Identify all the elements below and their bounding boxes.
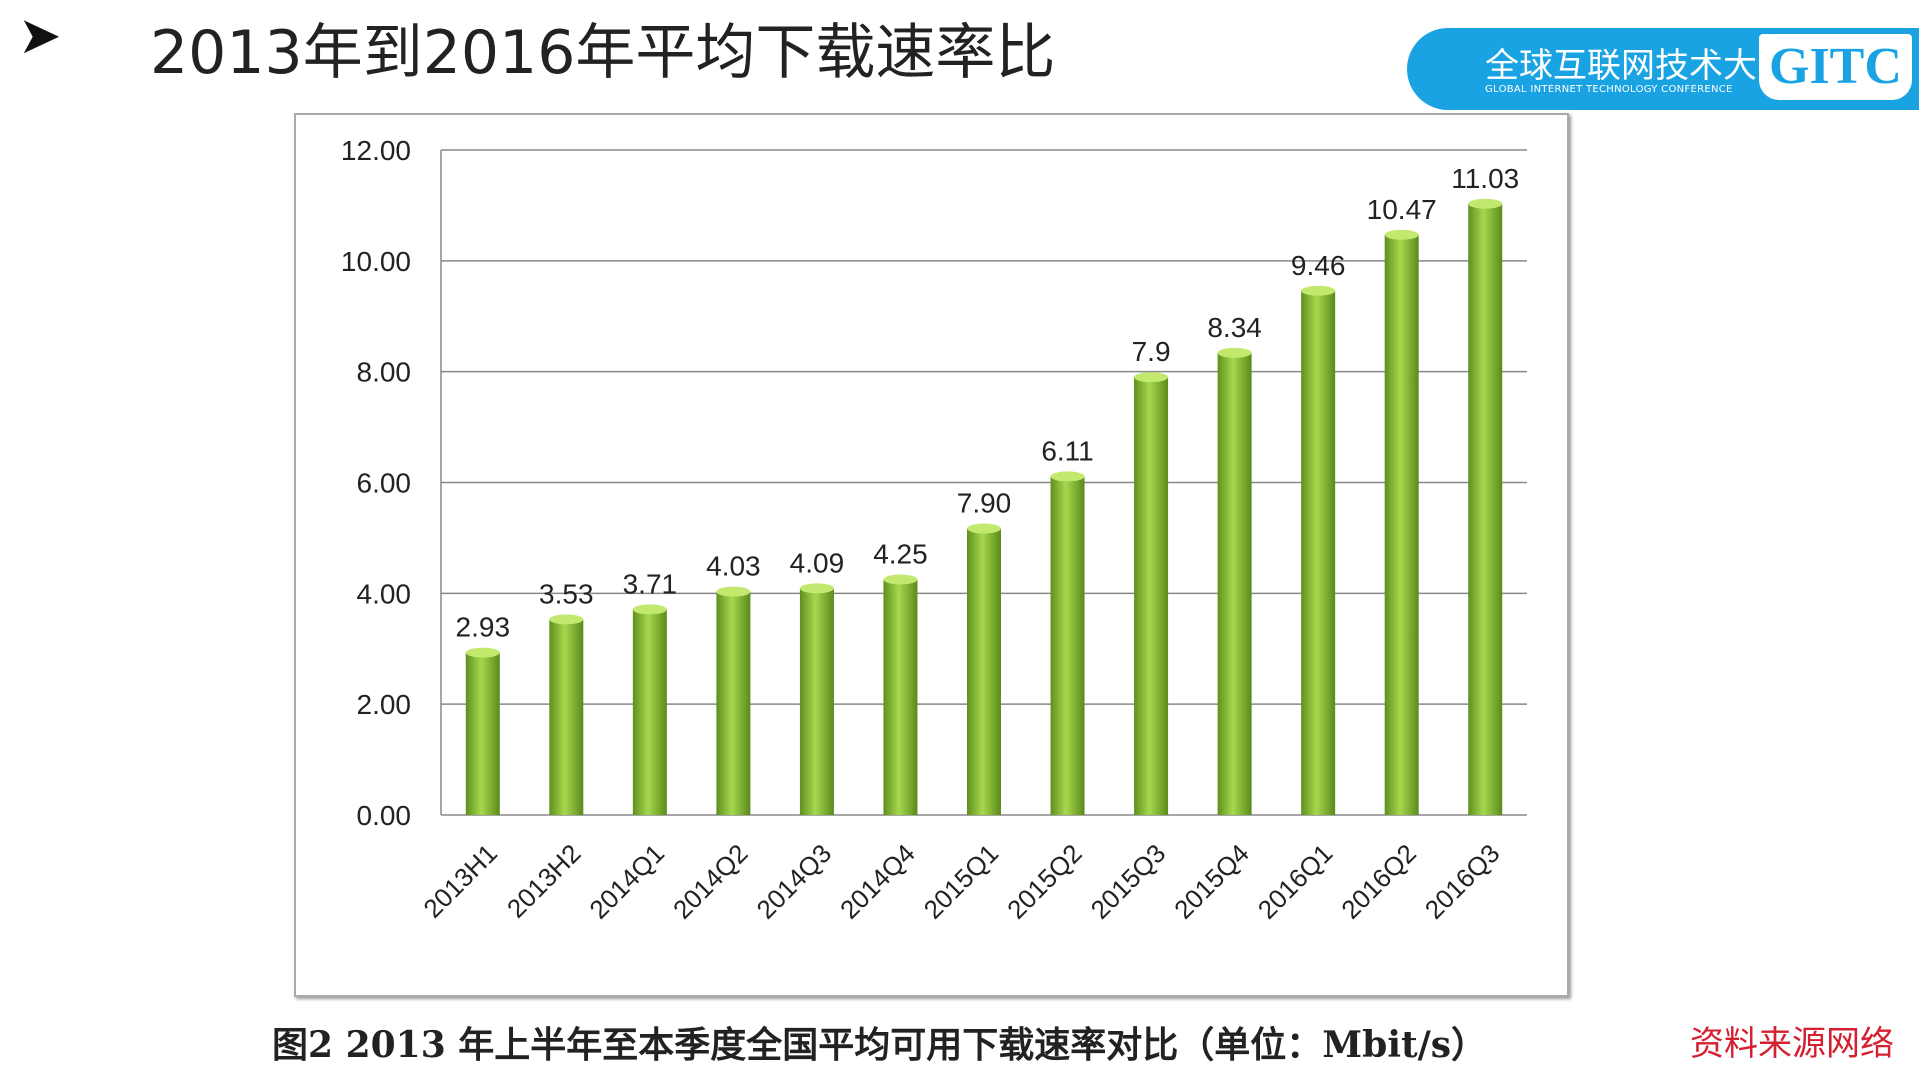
x-tick-label: 2014Q2 bbox=[667, 838, 754, 925]
data-label: 3.53 bbox=[539, 578, 594, 609]
bar-top bbox=[1301, 285, 1336, 296]
bar-top bbox=[1050, 471, 1085, 482]
bar-top bbox=[1217, 347, 1252, 358]
x-tick-label: 2014Q3 bbox=[751, 838, 838, 925]
x-tick-label: 2016Q3 bbox=[1419, 838, 1506, 925]
x-tick-label: 2014Q4 bbox=[834, 838, 921, 925]
bar-top bbox=[716, 586, 751, 597]
x-tick-label: 2015Q3 bbox=[1085, 838, 1172, 925]
logo-cn-text: 全球互联网技术大会 bbox=[1485, 46, 1791, 86]
data-label: 8.34 bbox=[1207, 312, 1262, 343]
bar bbox=[1301, 290, 1336, 816]
x-tick-label: 2014Q1 bbox=[583, 838, 670, 925]
data-label: 7.90 bbox=[957, 487, 1012, 518]
data-label: 7.9 bbox=[1132, 336, 1171, 367]
bar bbox=[967, 528, 1001, 815]
x-tick-label: 2015Q2 bbox=[1001, 838, 1088, 925]
bar bbox=[716, 591, 751, 815]
data-label: 4.03 bbox=[706, 551, 761, 582]
source-note: 资料来源网络 bbox=[1690, 1024, 1894, 1064]
data-label: 10.47 bbox=[1367, 194, 1437, 225]
bar bbox=[799, 588, 834, 815]
bar bbox=[632, 609, 667, 815]
x-tick-label: 2016Q2 bbox=[1335, 838, 1422, 925]
data-label: 11.03 bbox=[1451, 163, 1519, 194]
data-label: 4.09 bbox=[790, 547, 845, 578]
bar bbox=[465, 652, 500, 815]
y-tick-label: 10.00 bbox=[341, 246, 411, 277]
y-tick-label: 0.00 bbox=[357, 800, 412, 831]
data-label: 6.11 bbox=[1041, 435, 1093, 466]
y-tick-label: 2.00 bbox=[357, 689, 412, 720]
arrow-bullet-icon: ➤ bbox=[18, 6, 62, 66]
bar bbox=[1384, 234, 1419, 816]
bar-top bbox=[799, 583, 834, 594]
data-label: 9.46 bbox=[1291, 250, 1346, 281]
bar-top bbox=[1468, 198, 1503, 209]
y-tick-label: 4.00 bbox=[357, 578, 412, 609]
x-tick-label: 2013H1 bbox=[417, 838, 503, 924]
bar-top bbox=[967, 523, 1001, 534]
data-label: 3.71 bbox=[623, 568, 678, 599]
bar bbox=[1050, 476, 1085, 815]
x-tick-label: 2016Q1 bbox=[1252, 838, 1339, 925]
logo-en-text: GLOBAL INTERNET TECHNOLOGY CONFERENCE bbox=[1485, 84, 1733, 95]
bar-top bbox=[465, 647, 500, 658]
x-tick-label: 2015Q1 bbox=[918, 838, 1005, 925]
bar-top bbox=[1384, 229, 1419, 240]
y-tick-label: 8.00 bbox=[357, 357, 412, 388]
data-label: 2.93 bbox=[456, 612, 511, 643]
chart-frame bbox=[294, 113, 1569, 997]
chart-caption: 图2 2013 年上半年至本季度全国平均可用下载速率对比（单位：Mbit/s） bbox=[272, 1024, 1488, 1066]
x-tick-label: 2015Q4 bbox=[1168, 838, 1255, 925]
bar bbox=[1217, 352, 1252, 815]
bar-top bbox=[632, 604, 667, 615]
logo-mark: GITC bbox=[1759, 34, 1912, 100]
y-tick-label: 12.00 bbox=[341, 135, 411, 166]
bar bbox=[549, 619, 584, 815]
bar-top bbox=[1134, 372, 1169, 383]
bar-top bbox=[883, 574, 918, 585]
bar-top bbox=[549, 614, 584, 625]
x-tick-label: 2013H2 bbox=[501, 838, 587, 924]
bar bbox=[1468, 203, 1503, 816]
bar bbox=[1134, 377, 1169, 815]
gitc-logo: 全球互联网技术大会 GLOBAL INTERNET TECHNOLOGY CON… bbox=[1407, 28, 1919, 110]
bar bbox=[883, 579, 918, 815]
y-tick-label: 6.00 bbox=[357, 468, 412, 499]
slide-title: 2013年到2016年平均下载速率比 bbox=[150, 18, 1056, 88]
data-label: 4.25 bbox=[873, 538, 928, 569]
